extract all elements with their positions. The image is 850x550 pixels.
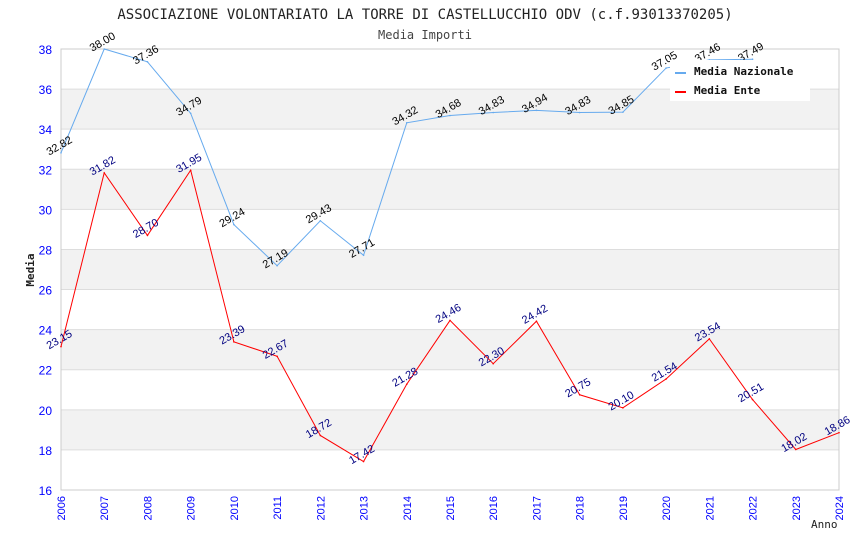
x-tick-label: 2013 xyxy=(359,496,371,520)
x-tick-label: 2010 xyxy=(229,496,241,520)
y-tick-label: 22 xyxy=(39,364,53,378)
y-axis-label: Media xyxy=(24,253,37,286)
x-tick-label: 2017 xyxy=(531,496,543,520)
y-tick-label: 18 xyxy=(39,444,53,458)
data-point xyxy=(405,383,408,385)
x-tick-label: 2021 xyxy=(704,496,716,520)
legend: Media Nazionale Media Ente xyxy=(670,60,810,101)
x-tick-label: 2009 xyxy=(186,496,198,520)
data-point xyxy=(578,111,581,114)
data-point xyxy=(362,254,365,257)
data-point xyxy=(535,109,538,112)
data-label: 28.70 xyxy=(131,217,161,241)
data-point xyxy=(751,58,754,61)
grid-band xyxy=(61,169,839,210)
y-tick-label: 20 xyxy=(39,404,53,418)
data-point xyxy=(319,219,322,222)
y-tick-label: 26 xyxy=(39,284,53,298)
x-tick-label: 2008 xyxy=(142,496,154,520)
x-tick-label: 2023 xyxy=(791,496,803,520)
data-label: 20.51 xyxy=(736,381,766,405)
data-point xyxy=(276,264,278,267)
data-point xyxy=(103,172,106,174)
data-point xyxy=(622,407,624,409)
data-point xyxy=(449,319,451,322)
series-line-nazionale xyxy=(60,48,753,267)
data-point xyxy=(708,338,711,340)
y-tick-label: 38 xyxy=(39,43,53,57)
x-tick-label: 2020 xyxy=(661,496,673,520)
data-point xyxy=(103,48,106,50)
data-point xyxy=(751,398,754,401)
x-tick-label: 2007 xyxy=(99,496,111,520)
chart-title: ASSOCIAZIONE VOLONTARIATO LA TORRE DI CA… xyxy=(117,7,732,23)
data-point xyxy=(362,460,365,463)
plot-border xyxy=(60,48,840,491)
data-label: 37.36 xyxy=(131,43,161,67)
x-tick-label: 2014 xyxy=(402,496,414,520)
x-tick-label: 2022 xyxy=(748,496,760,520)
data-point xyxy=(405,121,408,124)
y-tick-label: 30 xyxy=(39,203,53,217)
y-tick-label: 24 xyxy=(39,324,53,338)
x-tick-label: 2012 xyxy=(315,496,327,520)
x-tick-label: 2011 xyxy=(272,496,284,520)
legend-label-nazionale: Media Nazionale xyxy=(694,65,794,78)
data-point xyxy=(665,378,667,380)
grid-band xyxy=(61,249,839,290)
x-tick-label: 2019 xyxy=(618,496,630,520)
data-point xyxy=(794,448,797,451)
data-point xyxy=(578,393,581,396)
x-tick-label: 2015 xyxy=(445,496,457,520)
chart-subtitle: Media Importi xyxy=(378,28,472,42)
data-point xyxy=(449,114,451,117)
data-point xyxy=(233,341,235,343)
y-tick-label: 28 xyxy=(39,243,53,257)
data-point xyxy=(60,152,62,154)
data-point xyxy=(622,111,624,113)
data-point xyxy=(189,169,192,172)
data-point xyxy=(60,345,62,348)
data-point xyxy=(146,61,149,63)
data-point xyxy=(146,234,149,237)
data-point xyxy=(276,355,278,358)
data-point xyxy=(838,431,840,434)
y-tick-label: 36 xyxy=(39,83,53,97)
data-label: 32.82 xyxy=(45,134,75,158)
data-point xyxy=(492,111,495,114)
x-tick-label: 2024 xyxy=(834,496,846,520)
y-tick-label: 34 xyxy=(39,123,53,137)
x-tick-label: 2018 xyxy=(575,496,587,520)
y-tick-label: 16 xyxy=(39,484,53,498)
grid-band xyxy=(61,329,839,370)
legend-label-ente: Media Ente xyxy=(694,84,761,97)
x-axis-label: Anno xyxy=(811,518,838,531)
data-label: 38.00 xyxy=(88,30,118,54)
grid-band xyxy=(61,409,839,450)
x-tick-label: 2006 xyxy=(56,496,68,520)
data-point xyxy=(189,112,192,115)
x-tick-label: 2016 xyxy=(488,496,500,520)
data-point xyxy=(492,362,495,365)
data-point xyxy=(319,434,322,437)
data-point xyxy=(233,223,235,226)
data-point xyxy=(665,67,667,69)
data-point xyxy=(535,320,538,323)
data-label: 20.75 xyxy=(563,376,593,400)
y-tick-label: 32 xyxy=(39,163,53,177)
